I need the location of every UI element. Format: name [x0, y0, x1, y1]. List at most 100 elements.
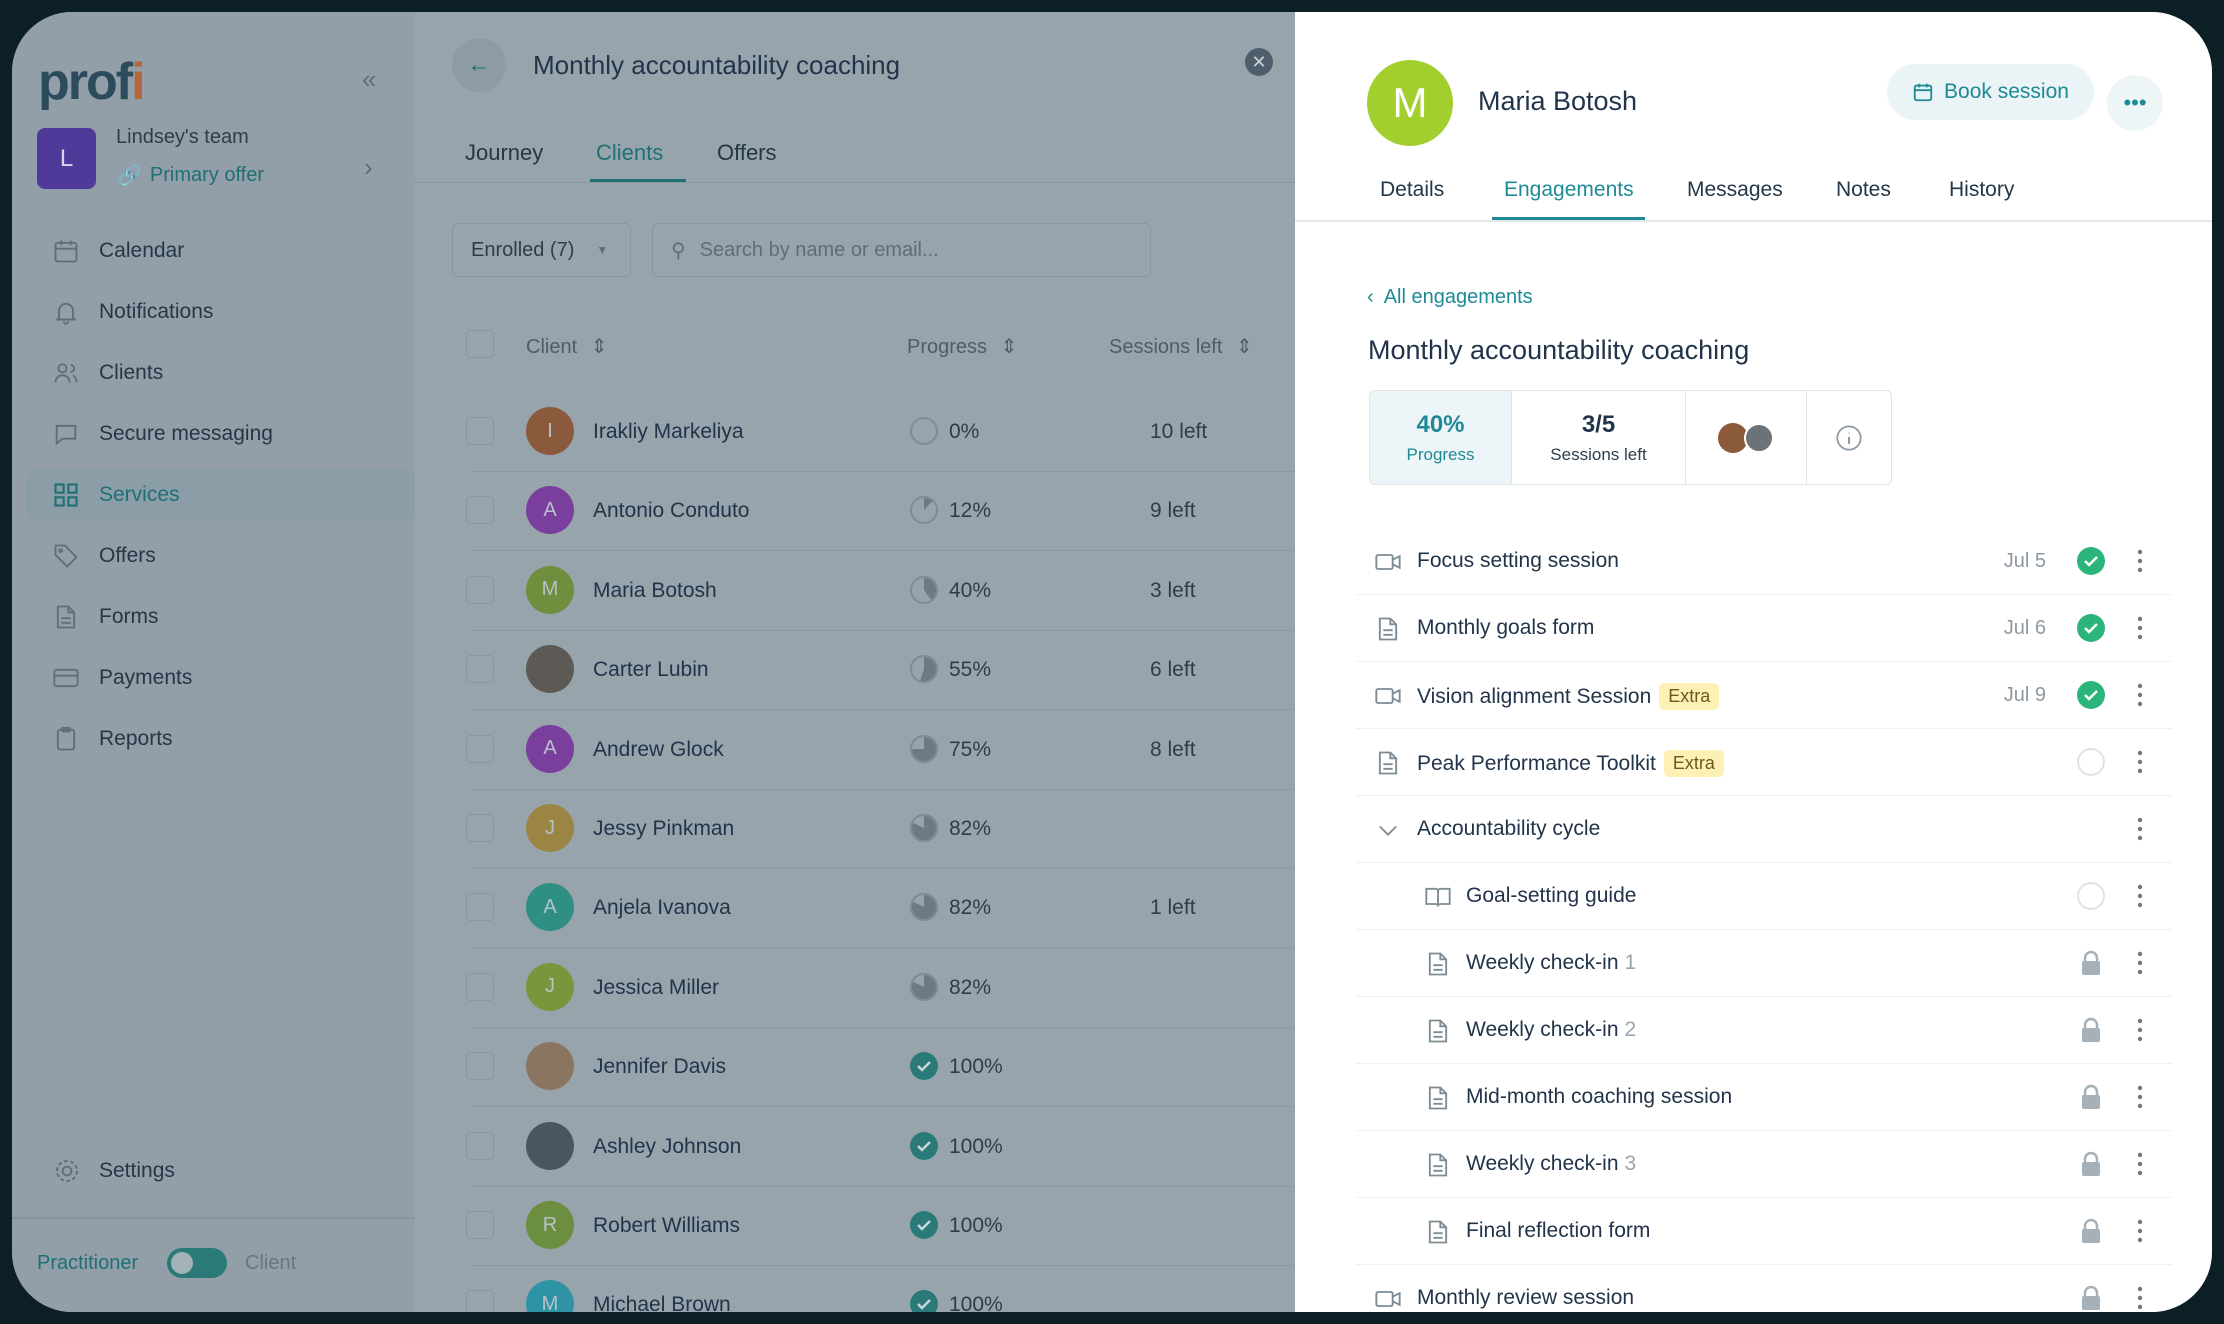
engagement-item[interactable]: Monthly review session [1356, 1265, 2172, 1312]
sidebar-item-payments[interactable]: Payments [26, 652, 415, 703]
client-name[interactable]: Antonio Conduto [593, 499, 750, 523]
engagement-item[interactable]: Monthly goals form Jul 6 [1356, 595, 2172, 662]
back-button[interactable]: ← [452, 38, 506, 92]
client-name[interactable]: Anjela Ivanova [593, 896, 731, 920]
info-button[interactable] [1806, 390, 1892, 485]
table-row[interactable]: M Michael Brown 100% [12, 1265, 1295, 1312]
practitioners-stat[interactable] [1685, 390, 1807, 485]
sidebar-item-clients[interactable]: Clients [26, 347, 415, 398]
client-name[interactable]: Michael Brown [593, 1293, 731, 1312]
table-row[interactable]: J Jessy Pinkman 82% [12, 789, 1295, 869]
kebab-menu-icon[interactable] [2135, 615, 2145, 641]
tab-offers[interactable]: Offers [717, 140, 777, 165]
column-sessions-left[interactable]: Sessions left ⇕ [1109, 336, 1253, 358]
table-row[interactable]: Ashley Johnson 100% [12, 1107, 1295, 1187]
row-checkbox[interactable] [466, 814, 494, 842]
kebab-menu-icon[interactable] [2135, 1017, 2145, 1043]
client-name[interactable]: Maria Botosh [593, 578, 717, 602]
chevron-right-icon[interactable]: › [364, 152, 373, 182]
sidebar-item-notifications[interactable]: Notifications [26, 286, 415, 337]
kebab-menu-icon[interactable] [2135, 548, 2145, 574]
tab-history[interactable]: History [1949, 178, 2015, 201]
client-name[interactable]: Jessy Pinkman [593, 817, 735, 840]
close-button[interactable]: ✕ [1245, 48, 1273, 76]
tab-notes[interactable]: Notes [1836, 178, 1891, 201]
sidebar-item-calendar[interactable]: Calendar [26, 225, 415, 276]
table-row[interactable]: I Irakliy Markeliya 0% 10 left [12, 392, 1295, 472]
row-checkbox[interactable] [466, 893, 494, 922]
engagement-item[interactable]: Mid-month coaching session [1356, 1064, 2172, 1131]
engagement-item[interactable]: Weekly check-in 2 [1356, 997, 2172, 1064]
engagement-item[interactable]: Weekly check-in 3 [1356, 1131, 2172, 1198]
engagement-item[interactable]: Focus setting session Jul 5 [1356, 528, 2172, 595]
sidebar-item-reports[interactable]: Reports [26, 713, 415, 764]
sidebar-item-services[interactable]: Services [26, 469, 415, 520]
row-checkbox[interactable] [466, 972, 494, 1001]
client-name[interactable]: Jennifer Davis [593, 1055, 727, 1079]
sidebar-item-forms[interactable]: Forms [26, 591, 415, 642]
engagement-item[interactable]: Peak Performance Toolkit Extra [1356, 729, 2172, 796]
client-name[interactable]: Robert Williams [593, 1214, 741, 1237]
kebab-menu-icon[interactable] [2135, 950, 2145, 976]
kebab-menu-icon[interactable] [2135, 816, 2145, 842]
enrolled-filter-select[interactable]: Enrolled (7) ▼ [452, 223, 631, 277]
all-engagements-link[interactable]: ‹ All engagements [1367, 286, 1533, 308]
sidebar-item-offers[interactable]: Offers [26, 530, 415, 581]
engagement-item[interactable]: Weekly check-in 1 [1356, 930, 2172, 997]
kebab-menu-icon[interactable] [2135, 682, 2145, 708]
profi-logo[interactable]: profi [38, 53, 146, 111]
tab-clients[interactable]: Clients [596, 140, 664, 165]
row-checkbox[interactable] [466, 1052, 494, 1081]
table-row[interactable]: Carter Lubin 55% 6 left [12, 630, 1295, 711]
table-row[interactable]: R Robert Williams 100% [12, 1186, 1295, 1266]
collapse-sidebar-icon[interactable]: « [362, 64, 377, 94]
client-name[interactable]: Ashley Johnson [593, 1134, 742, 1158]
column-client[interactable]: Client ⇕ [526, 336, 608, 358]
table-row[interactable]: A Anjela Ivanova 82% 1 left [12, 868, 1295, 949]
select-all-checkbox[interactable] [466, 330, 494, 358]
book-session-button[interactable]: Book session [1887, 64, 2094, 120]
chevron-down-icon[interactable] [1374, 816, 1402, 844]
client-name[interactable]: Irakliy Markeliya [593, 420, 744, 443]
kebab-menu-icon[interactable] [2135, 1285, 2145, 1311]
table-row[interactable]: Jennifer Davis 100% [12, 1027, 1295, 1108]
mode-toggle[interactable] [167, 1248, 227, 1278]
row-checkbox[interactable] [466, 417, 494, 445]
row-checkbox[interactable] [466, 734, 494, 763]
table-row[interactable]: A Andrew Glock 75% 8 left [12, 710, 1295, 790]
kebab-menu-icon[interactable] [2135, 1151, 2145, 1177]
table-row[interactable]: A Antonio Conduto 12% 9 left [12, 471, 1295, 552]
client-name[interactable]: Carter Lubin [593, 658, 709, 682]
table-row[interactable]: M Maria Botosh 40% 3 left [12, 551, 1295, 631]
row-checkbox[interactable] [466, 1290, 494, 1312]
sidebar-item-settings[interactable]: Settings [26, 1145, 415, 1196]
tab-details[interactable]: Details [1380, 178, 1445, 201]
kebab-menu-icon[interactable] [2135, 883, 2145, 909]
tab-engagements[interactable]: Engagements [1504, 178, 1634, 201]
engagement-item[interactable]: Goal-setting guide [1356, 863, 2172, 930]
client-name[interactable]: Jessica Miller [593, 975, 720, 999]
more-options-button[interactable]: ••• [2107, 75, 2163, 131]
row-checkbox[interactable] [466, 1131, 494, 1160]
client-avatar: A [526, 724, 574, 773]
table-row[interactable]: J Jessica Miller 82% [12, 948, 1295, 1028]
tab-journey[interactable]: Journey [465, 140, 544, 165]
engagement-item[interactable]: Accountability cycle [1356, 796, 2172, 863]
engagement-item[interactable]: Final reflection form [1356, 1198, 2172, 1265]
incomplete-circle-icon[interactable] [2076, 881, 2106, 911]
engagement-item[interactable]: Vision alignment Session Extra Jul 9 [1356, 662, 2172, 729]
row-checkbox[interactable] [466, 496, 494, 525]
row-checkbox[interactable] [466, 655, 494, 684]
primary-offer-link[interactable]: 🔗 Primary offer [117, 164, 265, 187]
sidebar-item-secure-messaging[interactable]: Secure messaging [26, 408, 415, 459]
kebab-menu-icon[interactable] [2135, 1084, 2145, 1110]
row-checkbox[interactable] [466, 575, 494, 604]
client-name[interactable]: Andrew Glock [593, 737, 724, 761]
tab-messages[interactable]: Messages [1687, 178, 1783, 201]
row-checkbox[interactable] [466, 1211, 494, 1239]
kebab-menu-icon[interactable] [2135, 749, 2145, 775]
search-input[interactable]: ⚲ Search by name or email... [652, 223, 1151, 277]
column-progress[interactable]: Progress ⇕ [907, 336, 1018, 358]
incomplete-circle-icon[interactable] [2076, 747, 2106, 777]
kebab-menu-icon[interactable] [2135, 1218, 2145, 1244]
